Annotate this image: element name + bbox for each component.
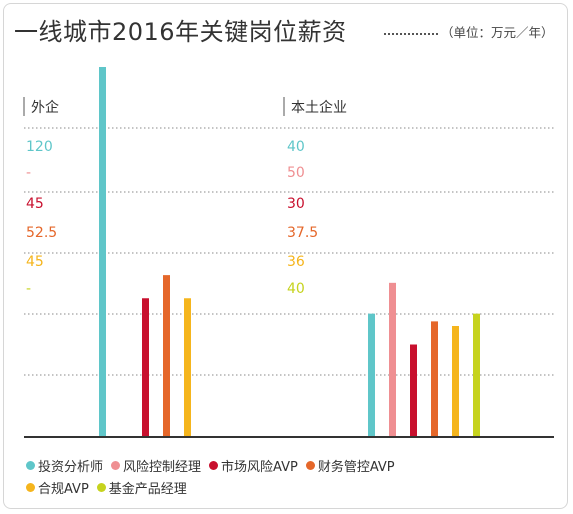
bar-2-1 bbox=[368, 313, 375, 437]
bar-1-5 bbox=[184, 298, 191, 437]
data-label-1-2: - bbox=[26, 165, 31, 181]
legend-label-3: 市场风险AVP bbox=[221, 459, 298, 475]
legend-swatch-5 bbox=[26, 482, 35, 492]
chart-unit: （单位：万元／年） bbox=[441, 25, 554, 40]
data-label-2-4: 37.5 bbox=[287, 225, 318, 241]
legend-label-2: 风险控制经理 bbox=[123, 459, 202, 475]
legend-item-3: 市场风险AVP bbox=[209, 456, 298, 475]
bar-2-2 bbox=[389, 282, 396, 437]
data-label-2-5: 36 bbox=[287, 254, 305, 270]
legend-label-4: 财务管控AVP bbox=[317, 459, 395, 475]
legend-swatch-4 bbox=[305, 460, 315, 470]
legend: 投资分析师 风险控制经理 市场风险AVP 财务管控AVP 合规AVP 基金产品经理 bbox=[26, 454, 556, 498]
title-dotted-leader bbox=[384, 33, 438, 35]
legend-item-5: 合规AVP bbox=[26, 478, 89, 497]
bar-1-1 bbox=[99, 67, 106, 437]
chart-frame bbox=[3, 3, 568, 509]
bar-1-3 bbox=[142, 298, 149, 437]
legend-item-4: 财务管控AVP bbox=[305, 456, 395, 475]
legend-swatch-1 bbox=[26, 460, 35, 470]
legend-label-1: 投资分析师 bbox=[38, 459, 104, 475]
group-header-2: 本土企业 bbox=[291, 99, 347, 116]
legend-swatch-6 bbox=[96, 482, 106, 492]
legend-row-1: 投资分析师 风险控制经理 市场风险AVP 财务管控AVP bbox=[26, 454, 556, 476]
legend-swatch-2 bbox=[111, 460, 121, 470]
data-label-1-5: 45 bbox=[26, 254, 44, 270]
bar-2-5 bbox=[452, 326, 459, 437]
chart-title: 一线城市2016年关键岗位薪资 bbox=[14, 18, 347, 46]
data-label-1-4: 52.5 bbox=[26, 225, 57, 241]
data-label-1-3: 45 bbox=[26, 196, 44, 212]
data-label-1-6: - bbox=[26, 281, 31, 297]
legend-label-6: 基金产品经理 bbox=[108, 481, 187, 497]
bar-1-4 bbox=[163, 275, 170, 437]
bar-2-6 bbox=[473, 313, 480, 437]
data-label-2-1: 40 bbox=[287, 139, 305, 155]
legend-row-2: 合规AVP 基金产品经理 bbox=[26, 476, 556, 498]
data-label-2-6: 40 bbox=[287, 281, 305, 297]
data-label-2-2: 50 bbox=[287, 165, 305, 181]
legend-item-2: 风险控制经理 bbox=[111, 456, 201, 475]
group-header-1: 外企 bbox=[31, 99, 59, 116]
data-label-1-1: 120 bbox=[26, 139, 53, 155]
legend-item-1: 投资分析师 bbox=[26, 456, 103, 475]
legend-label-5: 合规AVP bbox=[38, 481, 89, 497]
data-label-2-3: 30 bbox=[287, 196, 305, 212]
bar-2-4 bbox=[431, 321, 438, 437]
bar-2-3 bbox=[410, 344, 417, 437]
legend-item-6: 基金产品经理 bbox=[96, 478, 187, 497]
legend-swatch-3 bbox=[209, 460, 219, 470]
